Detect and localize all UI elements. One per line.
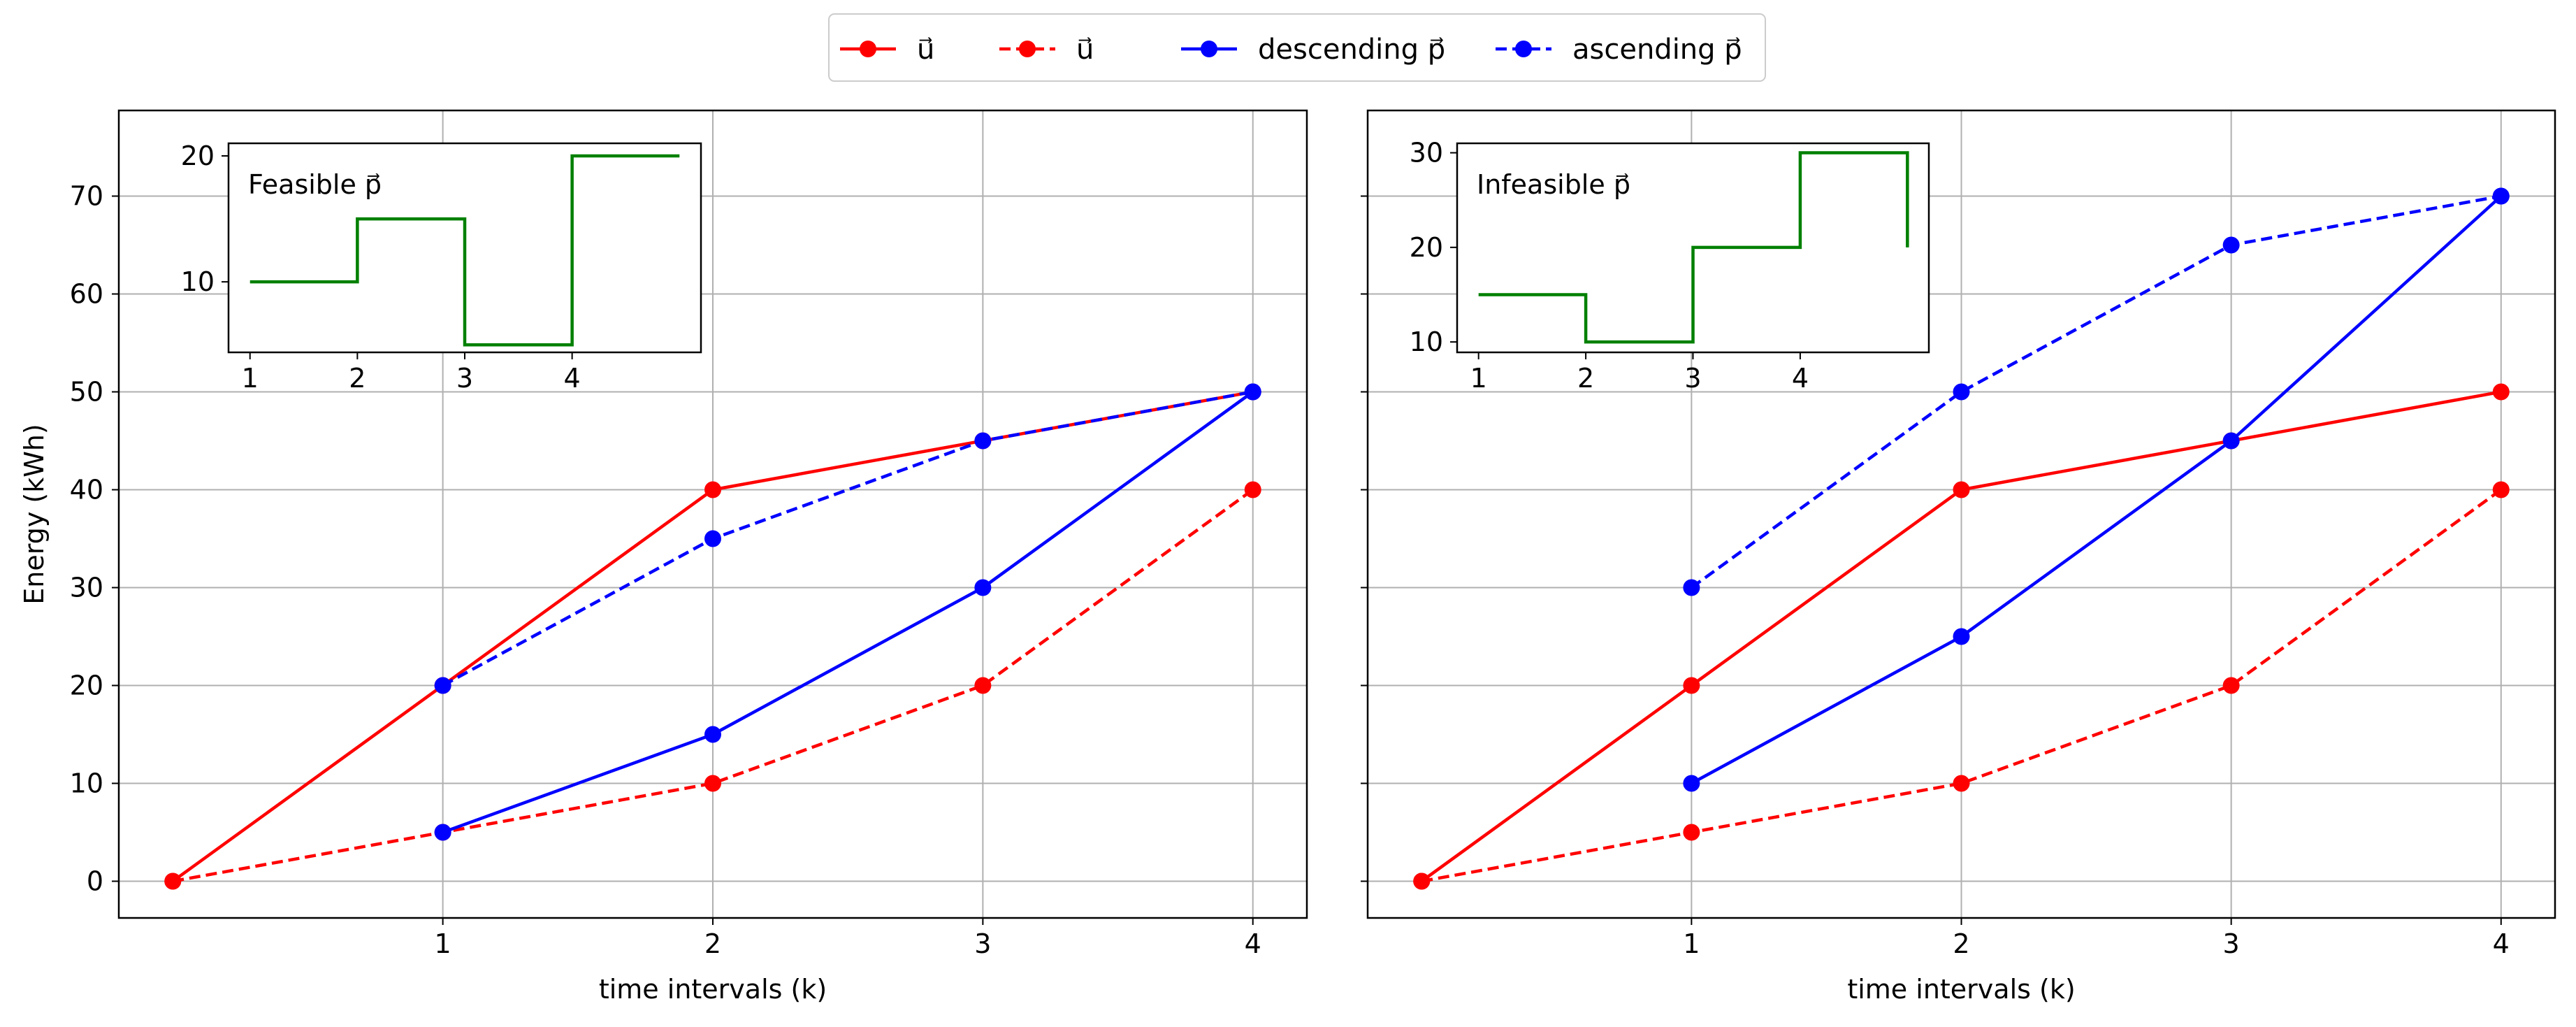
y-tick-label: 60: [70, 279, 103, 310]
x-tick-label: 2: [704, 928, 721, 959]
inset-y-tick-label: 10: [1410, 326, 1443, 357]
x-tick-label: 4: [2493, 928, 2510, 959]
x-tick-label: 1: [435, 928, 451, 959]
x-tick-label: 3: [974, 928, 991, 959]
data-point: [974, 432, 992, 450]
inset-y-tick-label: 10: [181, 266, 215, 297]
y-tick-label: 10: [70, 768, 103, 799]
data-point: [2492, 187, 2510, 205]
legend-swatch-marker: [1019, 41, 1036, 57]
inset-panel: 1 2 3 4 10 20 Feasible p⃗: [181, 141, 702, 394]
x-tick-label: 4: [1245, 928, 1261, 959]
inset-y-tick-label: 20: [181, 141, 215, 171]
inset-x-tick-label: 1: [1470, 363, 1487, 394]
series-line: [442, 390, 1254, 834]
inset-panel: 1 2 3 4 10 20 30 Infeasible p⃗: [1410, 138, 1930, 394]
data-point: [434, 824, 451, 841]
y-axis-label: Energy (kWh): [19, 424, 50, 604]
data-point: [1953, 481, 1970, 498]
series-line: [1421, 488, 2503, 883]
data-point: [2222, 236, 2240, 254]
series-line: [1691, 194, 2502, 589]
inset-x-tick-label: 2: [349, 363, 366, 394]
data-point: [1413, 872, 1431, 890]
series-line: [172, 488, 1254, 883]
data-point: [1953, 628, 1970, 645]
inset-x-tick-label: 3: [1684, 363, 1701, 394]
legend-swatch-marker: [1201, 41, 1217, 57]
x-tick-label: 1: [1683, 928, 1700, 959]
data-point: [434, 677, 451, 694]
inset-y-tick-label: 20: [1410, 232, 1443, 263]
data-point: [2222, 677, 2240, 694]
data-point: [164, 872, 182, 890]
inset-x-tick-label: 1: [242, 363, 259, 394]
x-tick-label: 2: [1953, 928, 1969, 959]
data-point: [1683, 775, 1700, 792]
x-axis-label: time intervals (k): [1847, 974, 2075, 1005]
y-tick-label: 40: [70, 475, 103, 505]
data-point: [1244, 481, 1261, 498]
legend-entry-label: descending p⃗: [1258, 34, 1445, 66]
data-point: [2222, 432, 2240, 450]
chart-panel-2: 1 2 3 4 time intervals (k) 1 2 3 4 10 20 30 Infeasib…: [1361, 109, 2556, 1005]
legend: u⃗ u⃗ descending p⃗ ascending p⃗: [828, 13, 1766, 82]
inset-title: Infeasible p⃗: [1477, 169, 1630, 200]
data-point: [1683, 824, 1700, 841]
data-point: [1244, 383, 1261, 401]
inset-title: Feasible p⃗: [248, 169, 382, 200]
data-point: [1953, 775, 1970, 792]
y-tick-label: 50: [70, 377, 103, 408]
inset-x-tick-label: 3: [456, 363, 473, 394]
legend-box: [828, 13, 1766, 82]
x-axis-label: time intervals (k): [599, 974, 827, 1005]
data-point: [1683, 579, 1700, 596]
data-point: [1683, 677, 1700, 694]
data-point: [974, 677, 992, 694]
inset-x-tick-label: 2: [1577, 363, 1594, 394]
legend-entry-label: u⃗: [1076, 34, 1094, 66]
inset-y-tick-label: 30: [1410, 138, 1443, 168]
data-point: [2492, 383, 2510, 401]
inset-x-tick-label: 4: [564, 363, 581, 394]
legend-entry-label: ascending p⃗: [1572, 34, 1742, 66]
legend-swatch-marker: [1515, 41, 1532, 57]
series-line: [442, 390, 1254, 687]
inset-step-line: [1478, 151, 1909, 344]
legend-entry-label: u⃗: [917, 34, 934, 66]
data-point: [974, 579, 992, 596]
inset-x-tick-label: 4: [1792, 363, 1809, 394]
data-point: [704, 726, 721, 743]
series-line: [1691, 194, 2503, 785]
y-tick-label: 70: [70, 181, 103, 212]
y-tick-label: 30: [70, 573, 103, 603]
y-tick-label: 20: [70, 670, 103, 701]
data-point: [704, 481, 721, 498]
x-tick-label: 3: [2223, 928, 2240, 959]
y-tick-label: 0: [87, 866, 103, 897]
data-point: [704, 530, 721, 547]
data-point: [2492, 481, 2510, 498]
legend-swatch-marker: [860, 41, 876, 57]
data-point: [1953, 383, 1970, 401]
inset-step-line: [249, 154, 680, 347]
data-point: [704, 775, 721, 792]
